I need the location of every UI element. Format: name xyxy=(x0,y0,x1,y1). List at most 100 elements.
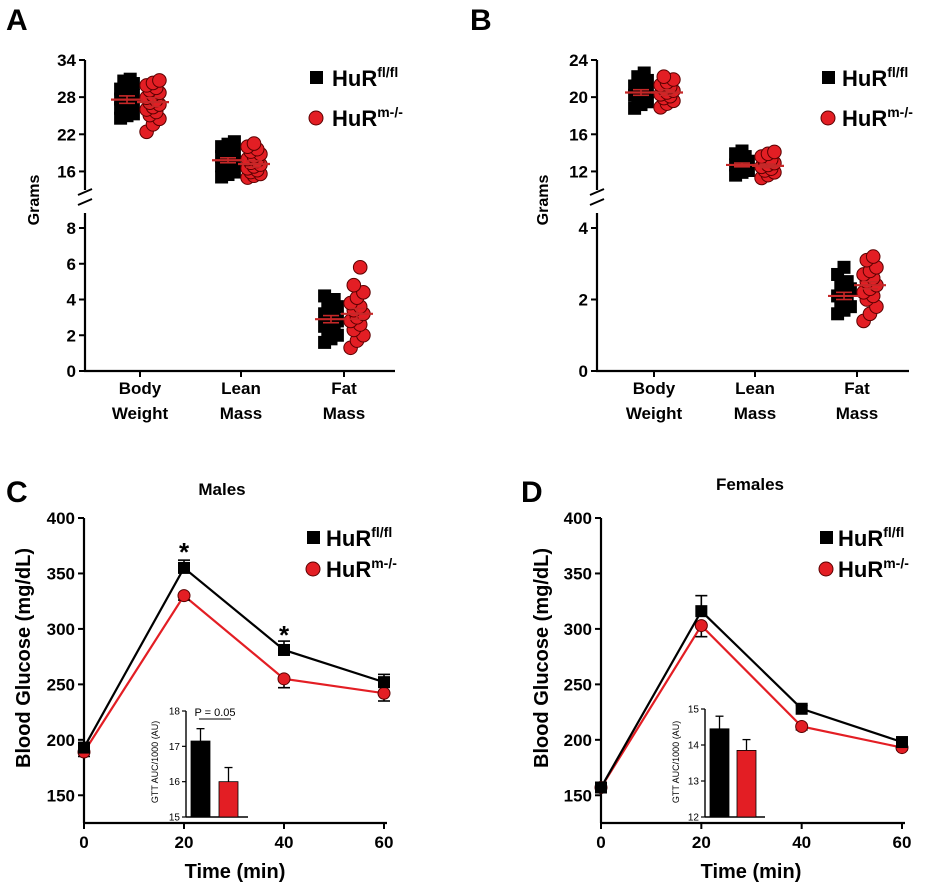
data-point-flfl xyxy=(318,289,332,303)
series-lines xyxy=(594,594,909,795)
y-tick-label: 250 xyxy=(47,675,75,694)
inset-tick-label: 16 xyxy=(169,777,181,788)
data-point-m xyxy=(277,672,291,686)
legend: HuRfl/fl HuRm-/- xyxy=(820,64,913,131)
data-point-m xyxy=(767,144,782,160)
significance-markers: ** xyxy=(179,537,290,650)
inset-bar-flfl xyxy=(709,728,730,818)
inset-y-label: GTT AUC/1000 (AU) xyxy=(150,721,160,803)
legend-label-m: HuRm-/- xyxy=(332,104,403,131)
panel-d: D Females Blood Glucose (mg/dL) Time (mi… xyxy=(521,475,911,883)
x-tick-label: 60 xyxy=(893,833,912,852)
data-point-flfl xyxy=(278,643,290,656)
x-axis-label: Time (min) xyxy=(701,861,802,883)
legend-label-m: HuRm-/- xyxy=(326,555,397,582)
data-point-m xyxy=(377,686,391,700)
inset-bar-flfl xyxy=(190,740,211,818)
x-tick-label: 40 xyxy=(275,833,294,852)
inset-tick-label: 14 xyxy=(688,741,700,752)
y-tick-label: 6 xyxy=(67,255,76,274)
mean-markers xyxy=(111,95,373,324)
y-tick-label: 400 xyxy=(47,509,75,528)
x-ticks: 0 20 40 60 xyxy=(79,823,393,852)
x-tick-label: 20 xyxy=(175,833,194,852)
significance-star: * xyxy=(279,620,290,650)
legend-label-flfl: HuRfl/fl xyxy=(326,524,392,551)
x-category-label: Body xyxy=(633,379,676,398)
inset-ticks: 15 16 17 18 xyxy=(169,707,186,824)
y-axis-label: Grams xyxy=(26,175,43,226)
x-category-label: Fat xyxy=(331,379,357,398)
x-ticks: 0 20 40 60 xyxy=(596,823,911,852)
x-tick-label: 0 xyxy=(596,833,605,852)
y-tick-label: 8 xyxy=(67,219,76,238)
data-point-flfl xyxy=(735,144,749,158)
legend-square-icon xyxy=(820,531,833,544)
x-categories: Body Weight Lean Mass Fat Mass xyxy=(626,371,878,423)
inset-tick-label: 18 xyxy=(169,707,181,718)
x-category-label: Weight xyxy=(626,404,683,423)
inset-y-label: GTT AUC/1000 (AU) xyxy=(671,721,681,803)
data-point-m xyxy=(246,136,262,151)
x-axis-label: Time (min) xyxy=(185,861,286,883)
y-tick-label: 2 xyxy=(579,291,588,310)
panel-label: A xyxy=(6,4,28,37)
y-tick-label: 34 xyxy=(57,51,76,70)
panel-a: A Grams 16 22 28 34 0 2 4 6 8 Body Weight Lean Mass… xyxy=(6,4,403,423)
data-point-m xyxy=(795,720,809,734)
data-point-flfl xyxy=(78,741,90,754)
legend-circle-icon xyxy=(820,110,836,126)
y-tick-label: 20 xyxy=(569,88,588,107)
panel-label: D xyxy=(521,476,543,509)
inset-tick-label: 12 xyxy=(688,813,700,824)
data-point-flfl xyxy=(837,260,851,274)
chart-title: Females xyxy=(716,475,784,494)
legend-label-flfl: HuRfl/fl xyxy=(842,64,908,91)
y-ticks: 150 200 250 300 350 400 xyxy=(47,509,84,805)
data-point-flfl xyxy=(595,781,607,794)
inset-bar-m xyxy=(736,750,757,818)
data-point-flfl xyxy=(637,66,651,80)
x-tick-label: 40 xyxy=(792,833,811,852)
y-tick-label: 4 xyxy=(579,219,589,238)
y-axis-label: Blood Glucose (mg/dL) xyxy=(531,548,553,768)
legend-circle-icon xyxy=(305,561,321,577)
y-tick-label: 350 xyxy=(47,564,75,583)
legend-square-icon xyxy=(822,71,835,84)
data-point-flfl xyxy=(795,702,808,715)
data-point-flfl xyxy=(378,676,390,689)
y-tick-label: 0 xyxy=(579,362,588,381)
x-tick-label: 20 xyxy=(692,833,711,852)
inset-tick-label: 15 xyxy=(688,705,700,716)
inset-tick-label: 15 xyxy=(169,813,181,824)
data-point-m xyxy=(865,249,881,264)
legend-label-flfl: HuRfl/fl xyxy=(838,524,904,551)
chart-title: Males xyxy=(198,480,245,499)
axis-break-icon xyxy=(77,188,93,206)
legend-square-icon xyxy=(307,531,320,544)
x-category-label: Fat xyxy=(844,379,870,398)
y-tick-label: 24 xyxy=(569,51,588,70)
x-category-label: Mass xyxy=(734,404,777,423)
data-point-flfl xyxy=(123,72,137,86)
y-tick-label: 300 xyxy=(564,620,592,639)
data-point-m xyxy=(656,69,672,85)
legend-circle-icon xyxy=(308,110,324,126)
y-tick-label: 200 xyxy=(47,731,75,750)
x-category-label: Body xyxy=(119,379,162,398)
x-tick-label: 60 xyxy=(375,833,394,852)
data-point-m xyxy=(346,277,362,293)
series-line-m xyxy=(83,593,385,753)
x-category-label: Mass xyxy=(323,404,366,423)
y-ticks: 16 22 28 34 0 2 4 6 8 xyxy=(57,51,85,381)
p-value-label: P = 0.05 xyxy=(194,707,235,719)
auc-inset: GTT AUC/1000 (AU) 15 16 17 18 P = 0.05 xyxy=(150,707,248,824)
inset-tick-label: 17 xyxy=(169,742,181,753)
y-tick-label: 2 xyxy=(67,326,76,345)
y-tick-label: 22 xyxy=(57,125,76,144)
x-category-label: Mass xyxy=(220,404,263,423)
y-tick-label: 250 xyxy=(564,675,592,694)
y-tick-label: 12 xyxy=(569,162,588,181)
x-category-label: Lean xyxy=(221,379,261,398)
